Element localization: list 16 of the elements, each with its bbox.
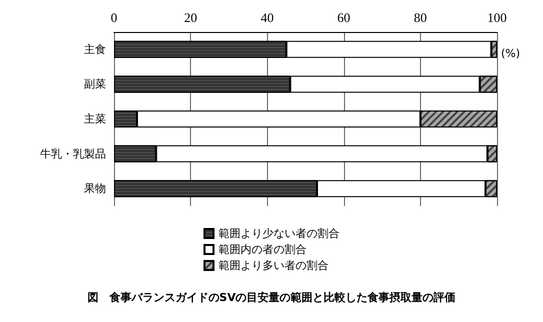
y-tick-label: 主食: [84, 42, 106, 56]
y-tick-label: 果物: [84, 182, 106, 196]
x-tick-label: 80: [414, 10, 427, 25]
x-tick-label: 100: [487, 10, 507, 25]
x-tick-label: 20: [184, 10, 198, 25]
legend-label: 範囲より少ない者の割合: [218, 227, 340, 240]
x-axis-title: (%): [501, 47, 520, 60]
x-tick-label: 40: [260, 10, 274, 25]
x-tick-label: 0: [110, 10, 118, 25]
text: 図 食事バランスガイドのSVの目安量の範囲と比較した食事摂取量の評価: [87, 291, 456, 304]
x-tick-label: 60: [337, 10, 350, 25]
legend-label: 範囲内の者の割合: [218, 243, 306, 256]
legend-label: 範囲より多い者の割合: [218, 259, 328, 272]
y-tick-label: 副菜: [84, 78, 106, 91]
y-tick-label: 主菜: [84, 112, 106, 126]
y-tick-label: 牛乳・乳製品: [40, 147, 106, 160]
